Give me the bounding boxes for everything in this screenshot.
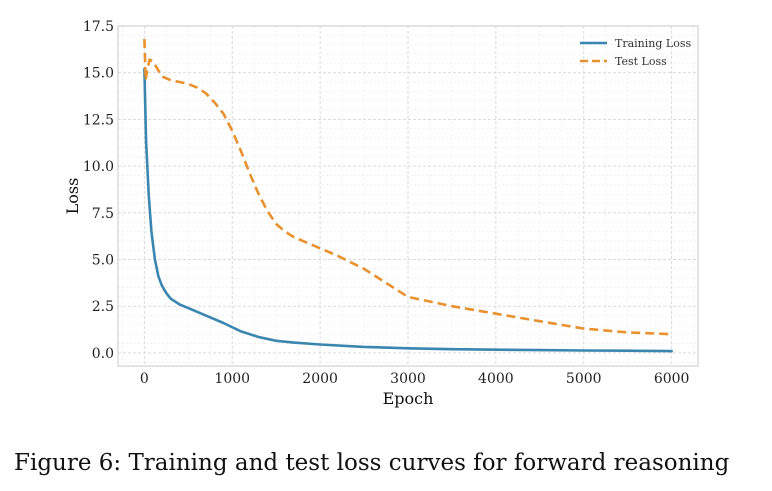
- y-tick-label: 12.5: [83, 112, 114, 128]
- x-axis-label: Epoch: [383, 389, 434, 408]
- x-tick-label: 5000: [566, 371, 602, 387]
- x-tick-label: 6000: [654, 371, 690, 387]
- y-tick-label: 2.5: [92, 299, 114, 315]
- legend-entry-label: Training Loss: [615, 37, 691, 50]
- figure-caption: Figure 6: Training and test loss curves …: [14, 450, 730, 476]
- series-line-training-loss: [143, 67, 673, 353]
- legend-entry-label: Test Loss: [615, 55, 667, 68]
- y-tick-labels: 0.0 2.5 5.0 7.5 10.0 12.5 15.0 17.5: [83, 19, 114, 362]
- x-tick-labels: 0 1000 2000 3000 4000 5000 6000: [140, 371, 690, 387]
- x-tick-label: 4000: [478, 371, 514, 387]
- y-tick-label: 7.5: [92, 206, 114, 222]
- loss-chart: 0 1000 2000 3000 4000 5000 6000 0.0 2.5 5.0 7.5 10…: [63, 19, 699, 408]
- series-line-test-loss: [143, 39, 672, 336]
- y-tick-label: 15.0: [83, 66, 114, 82]
- series-lines: [143, 39, 673, 353]
- x-tick-label: 0: [140, 371, 149, 387]
- plot-frame: [117, 25, 699, 367]
- y-tick-label: 10.0: [83, 159, 114, 175]
- y-axis-label: Loss: [63, 178, 82, 215]
- y-tick-label: 17.5: [83, 19, 114, 35]
- x-tick-label: 2000: [302, 371, 338, 387]
- x-tick-label: 3000: [390, 371, 426, 387]
- y-tick-label: 5.0: [92, 253, 114, 269]
- grid: [118, 25, 698, 366]
- y-tick-label: 0.0: [92, 346, 114, 362]
- x-tick-label: 1000: [214, 371, 250, 387]
- legend: Training Loss Test Loss: [580, 37, 691, 68]
